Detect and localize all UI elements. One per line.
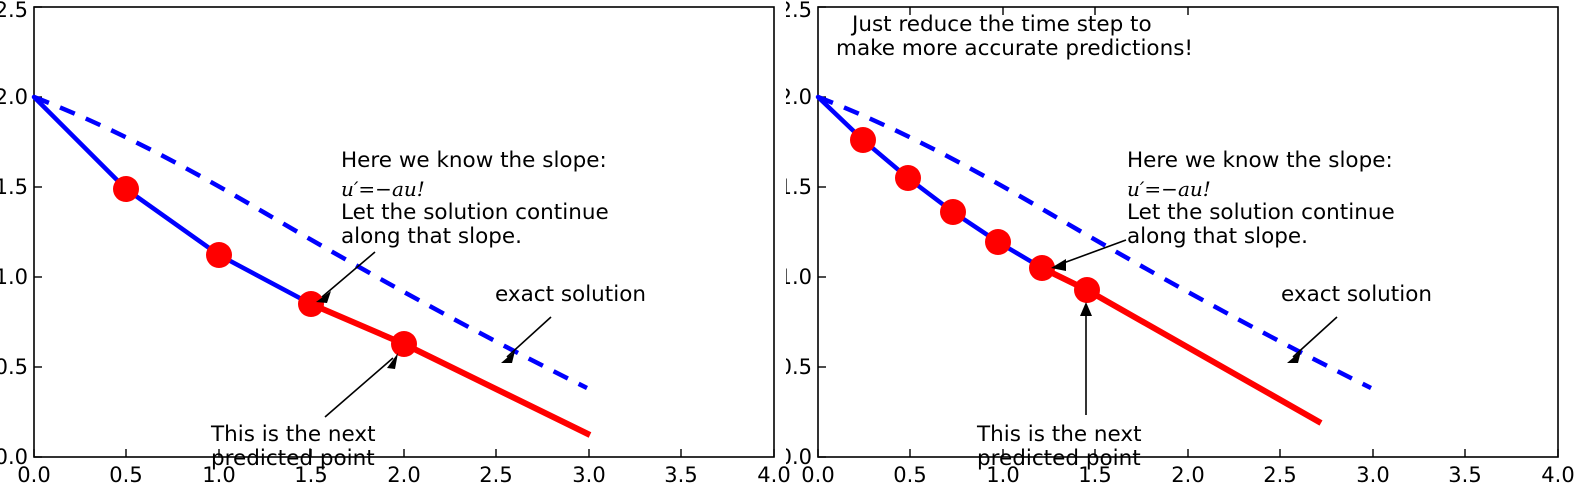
data-point-marker [206,242,232,268]
exact-solution-arrow-head [501,351,515,363]
x-tick-label: 2.0 [1171,463,1204,487]
title-line-2: make more accurate predictions! [836,36,1193,61]
exact-solution-label: exact solution [1281,282,1432,307]
y-tick-labels: 0.0 0.5 1.0 1.5 2.0 2.5 [0,0,28,469]
x-tick-label: 0.5 [893,463,926,487]
data-point-marker [391,331,417,357]
slope-note-line-3: Let the solution continue [341,200,609,225]
next-point-arrow-line [324,357,394,418]
y-tick-label: 0.0 [786,445,812,469]
x-tick-label: 2.0 [387,463,420,487]
next-point-line-1: This is the next [976,422,1142,447]
y-tick-label: 2.0 [0,85,28,109]
x-tick-label: 0.5 [109,463,142,487]
next-point-arrow-head [387,353,398,369]
annotation-reduce-time-step: Just reduce the time step to make more a… [836,12,1193,61]
x-tick-label: 1.5 [1078,463,1111,487]
y-tick-label: 1.0 [0,265,28,289]
slope-note-arrow-head [316,291,331,303]
x-tick-label: 2.5 [479,463,512,487]
slope-note-math: u′=−au! [341,177,425,201]
x-tick-label: 1.5 [294,463,327,487]
data-point-marker [985,229,1011,255]
numerical-solution-line [31,94,314,307]
y-tick-label: 2.5 [786,0,812,22]
y-tick-label: 2.5 [0,0,28,22]
slope-note-line-1: Here we know the slope: [341,148,607,173]
plot-frame [33,6,775,458]
slope-note-arrow-line [321,251,376,298]
right-plot-svg: 0.0 0.5 1.0 1.5 2.0 2.5 3.0 3.5 4.0 0.0 … [786,0,1575,487]
x-tick-label: 3.0 [1356,463,1389,487]
annotation-exact-solution: exact solution [495,282,646,363]
y-tick-label: 0.0 [0,445,28,469]
x-tick-label: 3.5 [664,463,697,487]
exact-solution-label: exact solution [495,282,646,307]
x-axis-ticks [817,449,1559,457]
x-tick-labels: 0.0 0.5 1.0 1.5 2.0 2.5 3.0 3.5 4.0 [17,463,790,487]
next-point-line-2: predicted point [211,446,375,471]
title-line-1: Just reduce the time step to [850,12,1152,37]
annotation-exact-solution: exact solution [1281,282,1432,363]
y-tick-label: 1.5 [0,175,28,199]
x-tick-label: 4.0 [1541,463,1574,487]
data-point-marker [1074,277,1100,303]
y-tick-label: 0.5 [0,355,28,379]
slope-note-line-3: Let the solution continue [1127,200,1395,225]
x-tick-labels: 0.0 0.5 1.0 1.5 2.0 2.5 3.0 3.5 4.0 [801,463,1574,487]
x-tick-label: 3.5 [1448,463,1481,487]
slope-note-line-4: along that slope. [341,224,522,249]
slope-note-math: u′=−au! [1127,177,1211,201]
x-tick-label: 0.0 [801,463,834,487]
x-axis-ticks [33,449,775,457]
slope-note-arrow-head [1051,259,1066,271]
data-point-marker [895,165,921,191]
x-tick-label: 3.0 [572,463,605,487]
data-point-markers [850,127,1100,303]
right-plot-panel: 0.0 0.5 1.0 1.5 2.0 2.5 3.0 3.5 4.0 0.0 … [786,0,1576,491]
x-axis-top-ticks [909,7,1189,15]
exact-solution-arrow-head [1287,351,1301,363]
slope-note-line-1: Here we know the slope: [1127,148,1393,173]
data-point-marker [298,291,324,317]
x-tick-label: 2.5 [1263,463,1296,487]
next-point-arrow-head [1080,302,1092,316]
next-point-line-1: This is the next [210,422,376,447]
left-plot-panel: 0.0 0.5 1.0 1.5 2.0 2.5 3.0 3.5 4.0 0.0 … [0,0,790,487]
data-point-marker [1029,255,1055,281]
data-point-marker [940,199,966,225]
annotation-slope-note: Here we know the slope: u′=−au! Let the … [316,148,609,303]
data-point-marker [850,127,876,153]
annotation-slope-note: Here we know the slope: u′=−au! Let the … [1051,148,1395,271]
data-point-marker [113,176,139,202]
slope-note-line-4: along that slope. [1127,224,1308,249]
next-point-line-2: predicted point [977,446,1141,471]
left-plot-svg: 0.0 0.5 1.0 1.5 2.0 2.5 3.0 3.5 4.0 0.0 … [0,0,790,487]
slope-note-arrow-line [1057,239,1127,266]
y-tick-label: 0.5 [786,355,812,379]
exact-solution-curve [33,94,589,391]
plot-frame [817,6,1559,458]
annotation-next-point: This is the next predicted point [210,353,398,471]
x-tick-label: 1.0 [986,463,1019,487]
exact-solution-curve [817,94,1373,391]
x-tick-label: 1.0 [202,463,235,487]
annotation-next-point: This is the next predicted point [976,302,1142,471]
x-tick-label: 0.0 [17,463,50,487]
y-tick-labels: 0.0 0.5 1.0 1.5 2.0 2.5 [786,0,812,469]
exact-solution-arrow-line [1292,316,1338,358]
exact-solution-arrow-line [506,316,552,358]
y-tick-label: 2.0 [786,85,812,109]
data-point-markers [113,176,417,357]
y-tick-label: 1.5 [786,175,812,199]
x-tick-label: 4.0 [757,463,790,487]
y-tick-label: 1.0 [786,265,812,289]
